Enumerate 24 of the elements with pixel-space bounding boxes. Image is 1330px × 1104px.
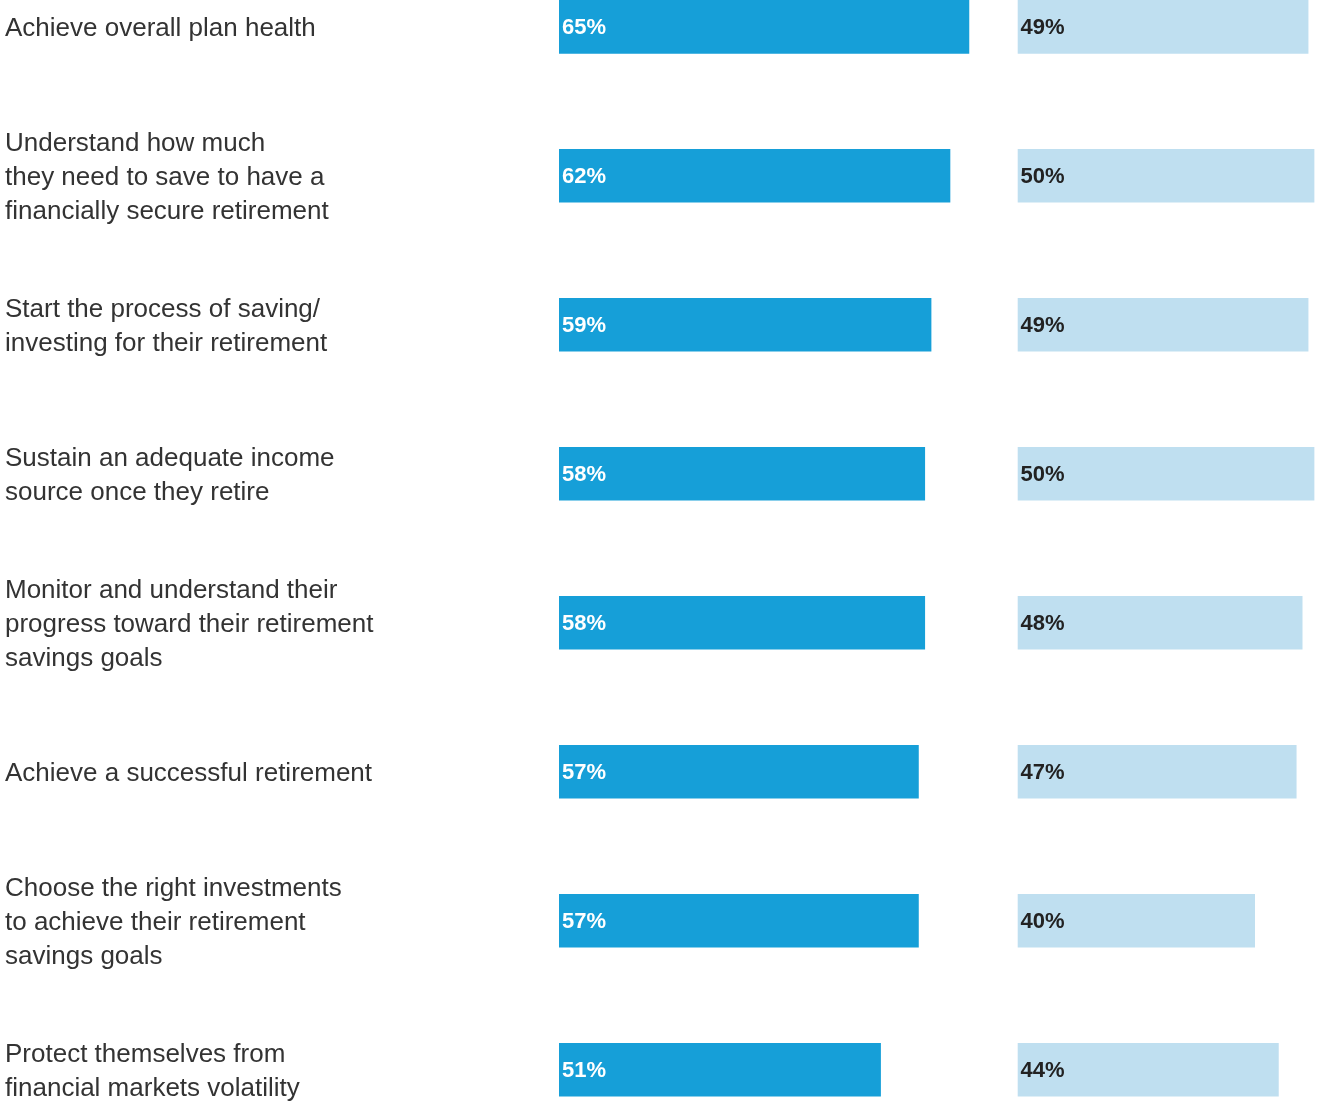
y-tick-label: Choose the right investments to achieve their retirement savings goals bbox=[5, 872, 342, 970]
data-label: 58% bbox=[562, 461, 607, 487]
data-label: 65% bbox=[562, 14, 607, 40]
y-tick-label: Monitor and understand their progress toward their retirement savings goals bbox=[5, 574, 375, 672]
data-label: 50% bbox=[1020, 163, 1065, 189]
data-label: 57% bbox=[562, 759, 607, 785]
data-label: 62% bbox=[562, 163, 607, 189]
y-tick-label: Achieve a successful retirement bbox=[5, 757, 373, 787]
data-label: 57% bbox=[562, 908, 607, 934]
y-tick-label: Start the process of saving/ investing for their retirement bbox=[5, 293, 329, 357]
data-label: 48% bbox=[1020, 610, 1065, 636]
data-label: 49% bbox=[1020, 312, 1065, 338]
y-tick-label: Sustain an adequate income source once they retire bbox=[5, 442, 335, 506]
data-label: 44% bbox=[1020, 1057, 1065, 1083]
data-label: 51% bbox=[562, 1057, 607, 1083]
data-label: 49% bbox=[1020, 14, 1065, 40]
y-tick-label: Understand how much they need to save to have a financially secure retirement bbox=[5, 127, 330, 225]
data-label: 50% bbox=[1020, 461, 1065, 487]
data-label: 40% bbox=[1020, 908, 1065, 934]
data-label: 59% bbox=[562, 312, 607, 338]
data-label: 58% bbox=[562, 610, 607, 636]
y-tick-label: Protect themselves from financial markets volatility bbox=[5, 1038, 300, 1102]
y-tick-label: Achieve overall plan health bbox=[5, 12, 316, 42]
data-label: 47% bbox=[1020, 759, 1065, 785]
